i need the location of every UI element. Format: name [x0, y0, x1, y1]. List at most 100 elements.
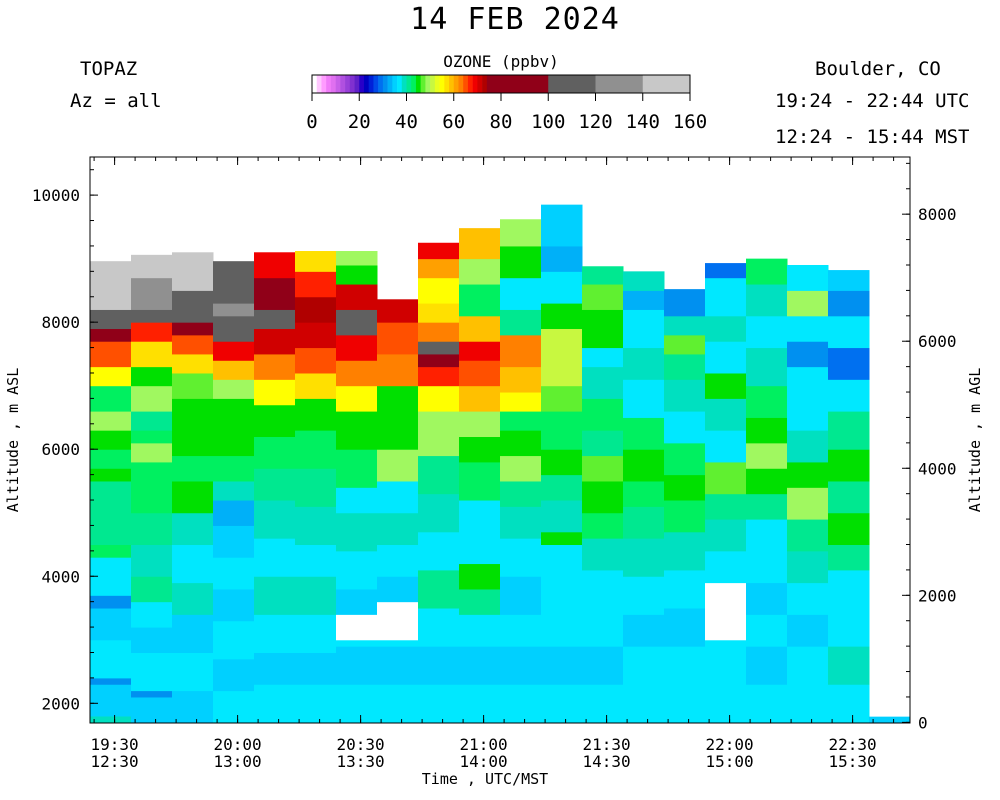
ozone-cell — [746, 468, 788, 495]
ozone-cell — [459, 614, 501, 647]
ozone-cell — [828, 608, 870, 647]
x-tick-label-utc: 21:00 — [460, 735, 508, 754]
ozone-cell — [213, 557, 255, 590]
ozone-cell — [131, 277, 173, 310]
ozone-cell — [295, 322, 337, 349]
ozone-cell — [459, 646, 501, 685]
ozone-cell — [787, 461, 829, 488]
ozone-cell — [377, 385, 419, 418]
colorbar-swatch — [387, 75, 393, 93]
ozone-cell — [541, 328, 583, 387]
ozone-cell — [541, 569, 583, 609]
ozone-cell — [131, 512, 173, 545]
ozone-cell — [828, 270, 870, 291]
ozone-cell — [418, 411, 460, 457]
colorbar-tick-label: 140 — [626, 111, 660, 133]
ozone-cell — [459, 588, 501, 615]
ozone-cell — [746, 385, 788, 418]
ozone-cell — [582, 398, 624, 431]
ozone-cell — [131, 309, 173, 323]
ozone-cell — [582, 646, 624, 685]
x-tick-label-utc: 20:00 — [214, 735, 262, 754]
ozone-cell — [459, 411, 501, 438]
ozone-cell — [295, 614, 337, 653]
ozone-cell — [459, 258, 501, 285]
ozone-cell — [131, 690, 173, 698]
colorbar-swatch — [425, 75, 431, 93]
y-right-tick-label: 4000 — [918, 459, 957, 478]
colorbar-swatch — [316, 75, 322, 93]
ozone-cell — [541, 245, 583, 272]
ozone-cell — [295, 506, 337, 545]
ozone-cell — [500, 392, 542, 412]
ozone-cell — [336, 550, 378, 590]
ozone-cell — [131, 652, 173, 692]
ozone-cell — [172, 455, 214, 482]
ozone-cell — [295, 296, 337, 323]
instrument-label: TOPAZ — [80, 58, 138, 80]
ozone-cell — [828, 315, 870, 349]
colorbar-swatch — [453, 75, 459, 93]
ozone-cell — [213, 423, 255, 457]
colorbar-tick-label: 20 — [348, 111, 371, 133]
x-tick-label-mst: 12:30 — [91, 752, 139, 771]
ozone-cell — [213, 525, 255, 558]
ozone-cell — [705, 430, 747, 463]
ozone-cell — [541, 684, 583, 723]
ozone-cell — [336, 360, 378, 387]
colorbar-tick-label: 100 — [531, 111, 565, 133]
ozone-cell — [131, 544, 173, 577]
ozone-cell — [418, 303, 460, 323]
ozone-cell — [418, 493, 460, 533]
ozone-cell — [336, 411, 378, 450]
ozone-cell — [787, 315, 829, 342]
colorbar-swatch — [477, 75, 483, 93]
ozone-cell — [254, 576, 296, 615]
ozone-cell — [90, 385, 132, 412]
ozone-cell — [828, 684, 870, 723]
ozone-profiles — [90, 204, 911, 723]
ozone-cell — [746, 258, 788, 285]
ozone-cell — [295, 684, 337, 723]
ozone-cell — [418, 242, 460, 260]
ozone-cell — [377, 299, 419, 323]
ozone-cell — [787, 290, 829, 317]
ozone-cell — [172, 480, 214, 514]
ozone-cell — [582, 569, 624, 609]
ozone-cell — [336, 614, 378, 641]
ozone-cell — [418, 455, 460, 495]
ozone-cell — [418, 569, 460, 609]
ozone-cell — [705, 582, 747, 641]
ozone-cell — [336, 487, 378, 514]
ozone-cell — [664, 500, 706, 533]
ozone-cell — [500, 430, 542, 457]
ozone-cell — [705, 639, 747, 685]
ozone-cell — [746, 550, 788, 584]
ozone-cell — [172, 512, 214, 545]
ozone-cell — [295, 544, 337, 577]
ozone-cell — [705, 461, 747, 495]
colorbar-swatch — [444, 75, 450, 93]
ozone-cell — [172, 614, 214, 653]
x-axis-label: Time , UTC/MST — [422, 770, 548, 788]
x-tick-label-mst: 15:30 — [829, 752, 877, 771]
ozone-cell — [90, 468, 132, 482]
ozone-cell — [705, 315, 747, 342]
ozone-cell — [172, 334, 214, 355]
y-right-tick-label: 2000 — [918, 586, 957, 605]
ozone-cell — [213, 480, 255, 501]
ozone-cell — [254, 404, 296, 438]
y-right-tick-label: 0 — [918, 713, 928, 732]
ozone-cell — [623, 506, 665, 539]
ozone-cell — [418, 258, 460, 279]
colorbar-tick-label: 0 — [306, 111, 317, 133]
ozone-cell — [90, 341, 132, 368]
ozone-cell — [90, 677, 132, 685]
y-left-tick-label: 4000 — [41, 567, 80, 586]
colorbar-swatch — [373, 75, 379, 93]
ozone-cell — [336, 251, 378, 266]
ozone-cell — [664, 474, 706, 501]
ozone-cell — [828, 646, 870, 685]
ozone-cell — [90, 449, 132, 469]
ozone-cell — [90, 309, 132, 330]
